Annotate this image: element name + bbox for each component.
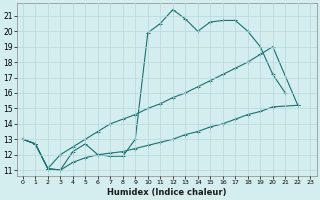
X-axis label: Humidex (Indice chaleur): Humidex (Indice chaleur) [107,188,226,197]
